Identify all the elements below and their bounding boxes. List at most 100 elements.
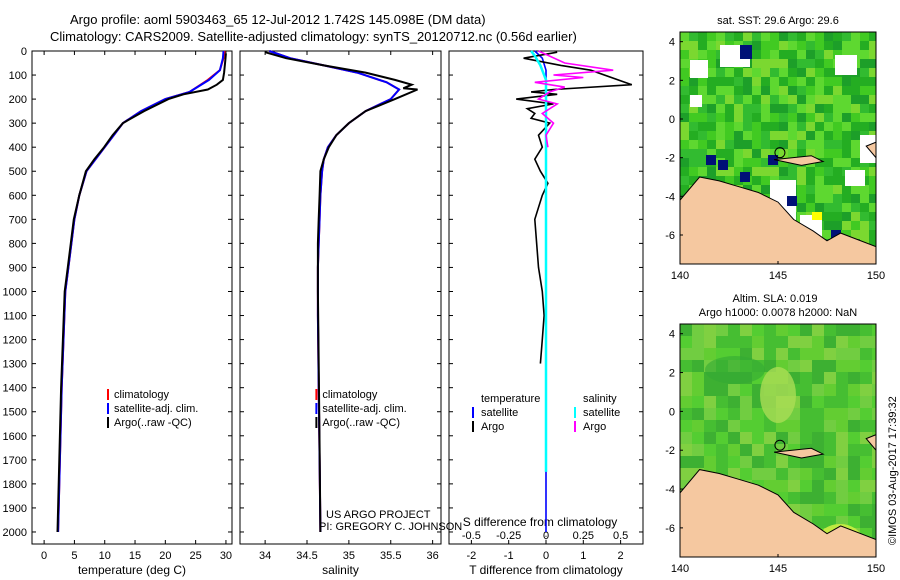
field-cell [680,432,692,444]
cold-cell [787,196,797,206]
field-cell [872,504,876,516]
field-cell [833,176,842,185]
field-cell [806,131,815,140]
field-cell [860,104,869,113]
field-cell [800,360,812,372]
field-cell [836,408,848,420]
field-cell [815,131,824,140]
field-cell [704,324,716,336]
field-cell [728,396,740,408]
field-cell [872,336,876,348]
lat-tick-label: -4 [665,191,675,203]
field-cell [707,95,716,104]
series-line-satellite-adj-clim- [268,50,401,533]
field-cell [692,372,704,384]
field-cell [872,492,876,504]
field-cell [689,77,698,86]
field-cell [860,516,872,528]
field-cell [752,456,764,468]
field-cell [740,468,752,480]
sla-map-panel: Altim. SLA: 0.019 Argo h1000: 0.0078 h200… [665,293,885,575]
field-cell [689,158,698,167]
field-cell [788,420,800,432]
field-cell [788,122,797,131]
field-cell [860,68,869,77]
field-cell [842,221,851,230]
field-cell [869,185,876,194]
field-cell [842,194,851,203]
x-axis-label: temperature (deg C) [78,563,186,577]
field-cell [704,420,716,432]
y-tick-label: 1700 [3,455,27,467]
field-cell [752,336,764,348]
field-cell [851,95,860,104]
field-cell [797,122,806,131]
field-cell [812,336,824,348]
field-cell [824,480,836,492]
field-cell [698,86,707,95]
field-cell [761,32,770,41]
field-cell [752,408,764,420]
field-cell [860,185,869,194]
lat-tick-label: -6 [665,523,675,535]
field-cell [797,185,806,194]
field-cell [680,158,689,167]
field-cell [734,86,743,95]
field-cell [779,50,788,59]
field-cell [761,41,770,50]
field-cell [860,504,872,516]
field-cell [680,104,689,113]
field-cell [716,68,725,77]
field-cell [842,203,851,212]
pi-credit: PI: GREGORY C. JOHNSON [319,521,462,533]
field-cell [743,68,752,77]
field-cell [752,50,761,59]
cold-cell [768,155,778,165]
field-cell [680,176,689,185]
x-tick-label: 0 [41,550,47,562]
field-cell [716,131,725,140]
field-cell [824,492,836,504]
field-cell [800,504,812,516]
field-cell [680,167,689,176]
field-cell [698,140,707,149]
field-cell [752,131,761,140]
series-line-temperature-satellite [534,50,547,532]
field-cell [743,167,752,176]
lon-tick-label: 140 [671,270,689,282]
field-cell [860,113,869,122]
field-cell [704,348,716,360]
field-cell [728,384,740,396]
land-new-guinea [680,176,876,264]
field-cell [797,77,806,86]
field-cell [788,104,797,113]
field-cell [725,149,734,158]
series-line-temperature-argo [516,51,633,364]
field-cell [788,468,800,480]
field-cell [806,41,815,50]
field-cell [752,348,764,360]
field-cell [752,167,761,176]
field-cell [872,468,876,480]
lat-tick-label: 0 [669,406,675,418]
legend-label: Argo [481,421,504,433]
field-cell [692,432,704,444]
field-cell [851,203,860,212]
field-cell [851,230,860,239]
map-field [680,32,876,264]
field-cell [806,122,815,131]
field-cell [770,167,779,176]
field-cell [764,432,776,444]
field-cell [860,480,872,492]
field-cell [797,113,806,122]
field-cell [842,185,851,194]
x-tick-label: 15 [129,550,141,562]
series-line-climatology [268,50,401,533]
y-tick-label: 300 [9,118,27,130]
field-cell [824,324,836,336]
field-cell [860,408,872,420]
field-cell [824,32,833,41]
field-cell [851,86,860,95]
field-cell [797,131,806,140]
field-cell [836,384,848,396]
